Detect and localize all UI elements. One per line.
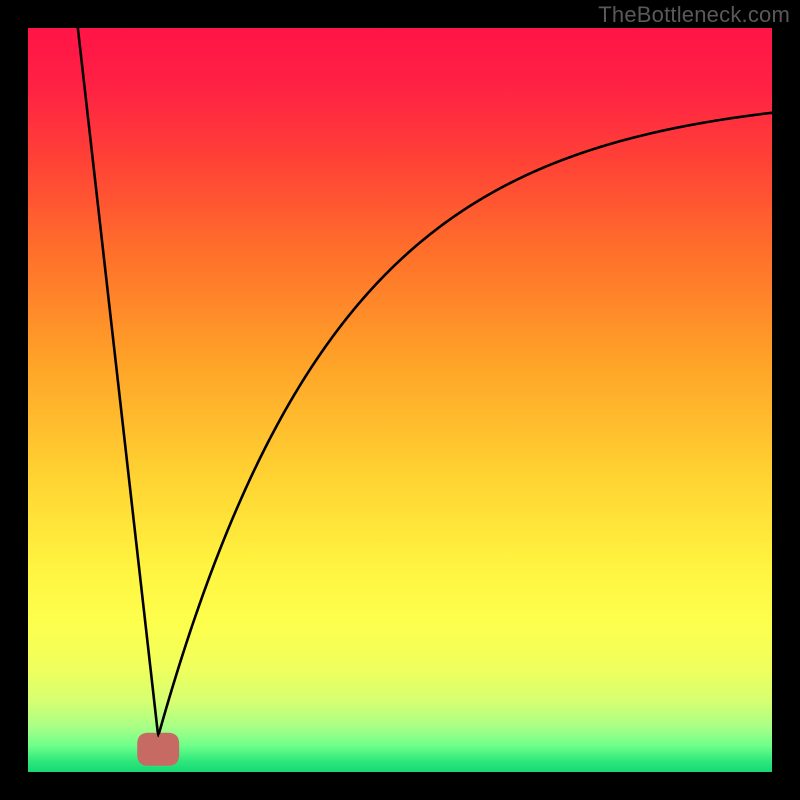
- gradient-background: [28, 28, 772, 772]
- bottleneck-chart: [0, 0, 800, 800]
- watermark-label: TheBottleneck.com: [598, 2, 790, 28]
- chart-container: TheBottleneck.com: [0, 0, 800, 800]
